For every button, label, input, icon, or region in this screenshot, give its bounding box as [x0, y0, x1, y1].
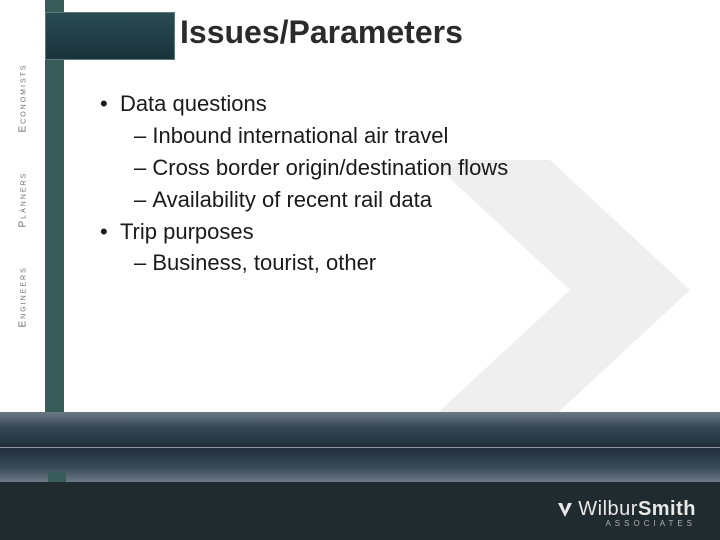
bullet-l2: – Availability of recent rail data	[134, 184, 660, 216]
bullet-l2: – Cross border origin/destination flows	[134, 152, 660, 184]
bullet-text: Data questions	[120, 91, 267, 116]
sidebar-label-planners: Planners	[18, 194, 29, 228]
logo-main: WilburSmith	[556, 498, 696, 521]
bullet-text: Business, tourist, other	[152, 250, 376, 275]
slide-root: Economists Planners Engineers Issues/Par…	[0, 0, 720, 540]
footer: WilburSmith ASSOCIATES	[0, 482, 720, 540]
logo-second: Smith	[638, 498, 696, 520]
logo-icon	[556, 501, 574, 519]
sidebar-label-engineers: Engineers	[18, 294, 29, 328]
logo-first: Wilbur	[578, 498, 638, 520]
body-content: • Data questions – Inbound international…	[100, 88, 660, 279]
footer-logo: WilburSmith ASSOCIATES	[556, 498, 696, 528]
bullet-l2: – Business, tourist, other	[134, 247, 660, 279]
bullet-text: Cross border origin/destination flows	[152, 155, 508, 180]
title-accent-block	[45, 12, 175, 60]
bullet-text: Trip purposes	[120, 219, 254, 244]
bottom-bar	[0, 412, 720, 482]
bullet-l1: • Data questions	[100, 88, 660, 120]
slide-title: Issues/Parameters	[180, 14, 463, 51]
bullet-l2: – Inbound international air travel	[134, 120, 660, 152]
bullet-l1: • Trip purposes	[100, 216, 660, 248]
bullet-text: Inbound international air travel	[152, 123, 448, 148]
bullet-text: Availability of recent rail data	[152, 187, 432, 212]
sidebar-label-economists: Economists	[18, 99, 29, 133]
